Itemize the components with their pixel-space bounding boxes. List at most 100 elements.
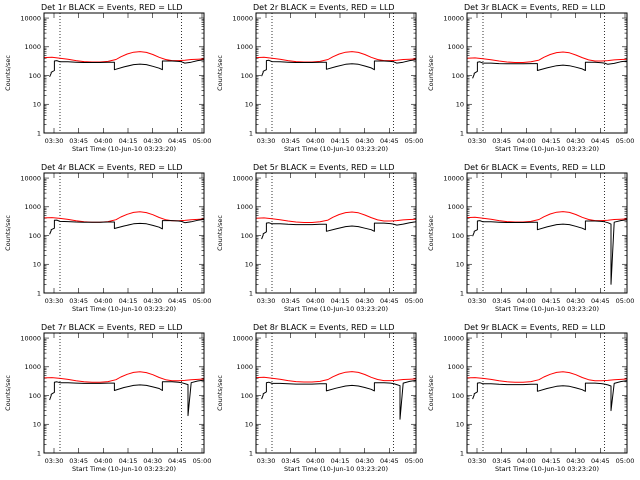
plot-frame — [43, 172, 205, 294]
plot-frame — [43, 332, 205, 454]
y-tick-label: 1 — [249, 129, 253, 137]
x-tick-label: 05:00 — [405, 137, 424, 145]
x-tick-label: 04:15 — [542, 457, 561, 465]
chart-title: Det 1r BLACK = Events, RED = LLD — [41, 3, 183, 12]
y-axis-label: Counts/sec — [216, 55, 224, 91]
y-tick-label: 1 — [249, 289, 253, 297]
y-tick-label: 100 — [241, 232, 253, 240]
y-tick-label: 1000 — [24, 203, 41, 211]
plot-frame — [255, 172, 417, 294]
events-series-line — [261, 379, 417, 420]
x-tick-label: 05:00 — [405, 457, 424, 465]
x-tick-label: 04:45 — [168, 457, 187, 465]
y-tick-label: 1000 — [447, 43, 464, 51]
x-tick-label: 03:45 — [281, 137, 300, 145]
x-tick-label: 04:30 — [355, 297, 374, 305]
x-tick-label: 04:30 — [566, 297, 585, 305]
x-tick-label: 05:00 — [193, 457, 212, 465]
y-tick-label: 1000 — [447, 203, 464, 211]
x-tick-label: 03:30 — [257, 137, 276, 145]
lld-series-line — [255, 371, 417, 383]
lld-series-line — [43, 211, 205, 223]
y-tick-label: 10000 — [232, 334, 253, 342]
x-tick-label: 04:00 — [517, 137, 536, 145]
chart-title: Det 5r BLACK = Events, RED = LLD — [253, 163, 395, 172]
chart-title: Det 6r BLACK = Events, RED = LLD — [464, 163, 606, 172]
x-tick-label: 04:30 — [355, 457, 374, 465]
x-tick-label: 03:30 — [468, 137, 487, 145]
chart-panel-5: Det 5r BLACK = Events, RED = LLD 1 10 100 10… — [216, 163, 423, 313]
y-tick-label: 10000 — [443, 334, 464, 342]
events-series-line — [472, 380, 628, 412]
y-tick-label: 1 — [37, 449, 41, 457]
y-axis-label: Counts/sec — [4, 215, 12, 251]
y-axis-label: Counts/sec — [427, 55, 435, 91]
x-tick-label: 04:00 — [306, 297, 325, 305]
y-tick-label: 1000 — [24, 363, 41, 371]
chart-panel-3: Det 3r BLACK = Events, RED = LLD 1 10 100 10… — [427, 3, 634, 153]
x-tick-label: 04:30 — [355, 137, 374, 145]
x-tick-label: 03:30 — [45, 457, 64, 465]
x-tick-label: 03:45 — [69, 297, 88, 305]
x-tick-label: 04:45 — [380, 297, 399, 305]
x-tick-label: 03:45 — [281, 457, 300, 465]
lld-series-line — [255, 51, 417, 63]
lld-series-line — [43, 371, 205, 383]
y-tick-label: 1 — [37, 129, 41, 137]
chart-title: Det 9r BLACK = Events, RED = LLD — [464, 323, 606, 332]
x-tick-label: 04:30 — [566, 457, 585, 465]
x-tick-label: 03:30 — [45, 137, 64, 145]
x-tick-label: 04:45 — [168, 137, 187, 145]
x-tick-label: 04:15 — [331, 297, 350, 305]
x-axis-label: Start Time (10-Jun-10 03:23:20) — [495, 145, 599, 153]
y-axis-label: Counts/sec — [4, 375, 12, 411]
y-tick-label: 10000 — [232, 174, 253, 182]
events-series-line — [472, 219, 628, 285]
y-tick-label: 100 — [29, 392, 41, 400]
y-axis-label: Counts/sec — [216, 375, 224, 411]
y-tick-label: 10000 — [20, 334, 41, 342]
y-tick-label: 100 — [452, 72, 464, 80]
lld-series-line — [255, 211, 417, 223]
x-tick-label: 04:15 — [331, 457, 350, 465]
plot-frame — [466, 332, 628, 454]
events-series-line — [49, 379, 205, 417]
x-tick-label: 04:30 — [143, 297, 162, 305]
chart-title: Det 2r BLACK = Events, RED = LLD — [253, 3, 395, 12]
y-tick-label: 10000 — [20, 14, 41, 22]
y-tick-label: 1000 — [236, 43, 253, 51]
y-tick-label: 10 — [33, 421, 41, 429]
y-tick-label: 100 — [29, 72, 41, 80]
y-tick-label: 10 — [456, 261, 464, 269]
x-tick-label: 04:30 — [143, 457, 162, 465]
x-tick-label: 03:45 — [69, 457, 88, 465]
x-tick-label: 03:45 — [492, 297, 511, 305]
x-tick-label: 04:15 — [119, 297, 138, 305]
x-tick-label: 03:30 — [257, 457, 276, 465]
chart-panel-9: Det 9r BLACK = Events, RED = LLD 1 10 100 10… — [427, 323, 634, 473]
x-tick-label: 04:45 — [591, 297, 610, 305]
plot-frame — [255, 332, 417, 454]
lld-series-line — [466, 211, 628, 223]
x-tick-label: 04:00 — [306, 137, 325, 145]
y-tick-label: 10000 — [443, 14, 464, 22]
y-tick-label: 1 — [460, 129, 464, 137]
y-tick-label: 10 — [245, 261, 253, 269]
x-tick-label: 03:30 — [468, 297, 487, 305]
x-axis-label: Start Time (10-Jun-10 03:23:20) — [284, 305, 388, 313]
x-tick-label: 03:45 — [492, 137, 511, 145]
plot-frame — [466, 12, 628, 134]
y-tick-label: 10 — [245, 421, 253, 429]
chart-title: Det 3r BLACK = Events, RED = LLD — [464, 3, 606, 12]
plot-frame — [43, 12, 205, 134]
y-tick-label: 1000 — [236, 363, 253, 371]
y-tick-label: 1 — [460, 449, 464, 457]
x-tick-label: 04:45 — [380, 457, 399, 465]
chart-title: Det 4r BLACK = Events, RED = LLD — [41, 163, 183, 172]
chart-panel-4: Det 4r BLACK = Events, RED = LLD 1 10 100 10… — [4, 163, 211, 313]
x-tick-label: 03:30 — [468, 457, 487, 465]
chart-panel-2: Det 2r BLACK = Events, RED = LLD 1 10 100 10… — [216, 3, 423, 153]
y-tick-label: 1000 — [236, 203, 253, 211]
y-tick-label: 10000 — [20, 174, 41, 182]
